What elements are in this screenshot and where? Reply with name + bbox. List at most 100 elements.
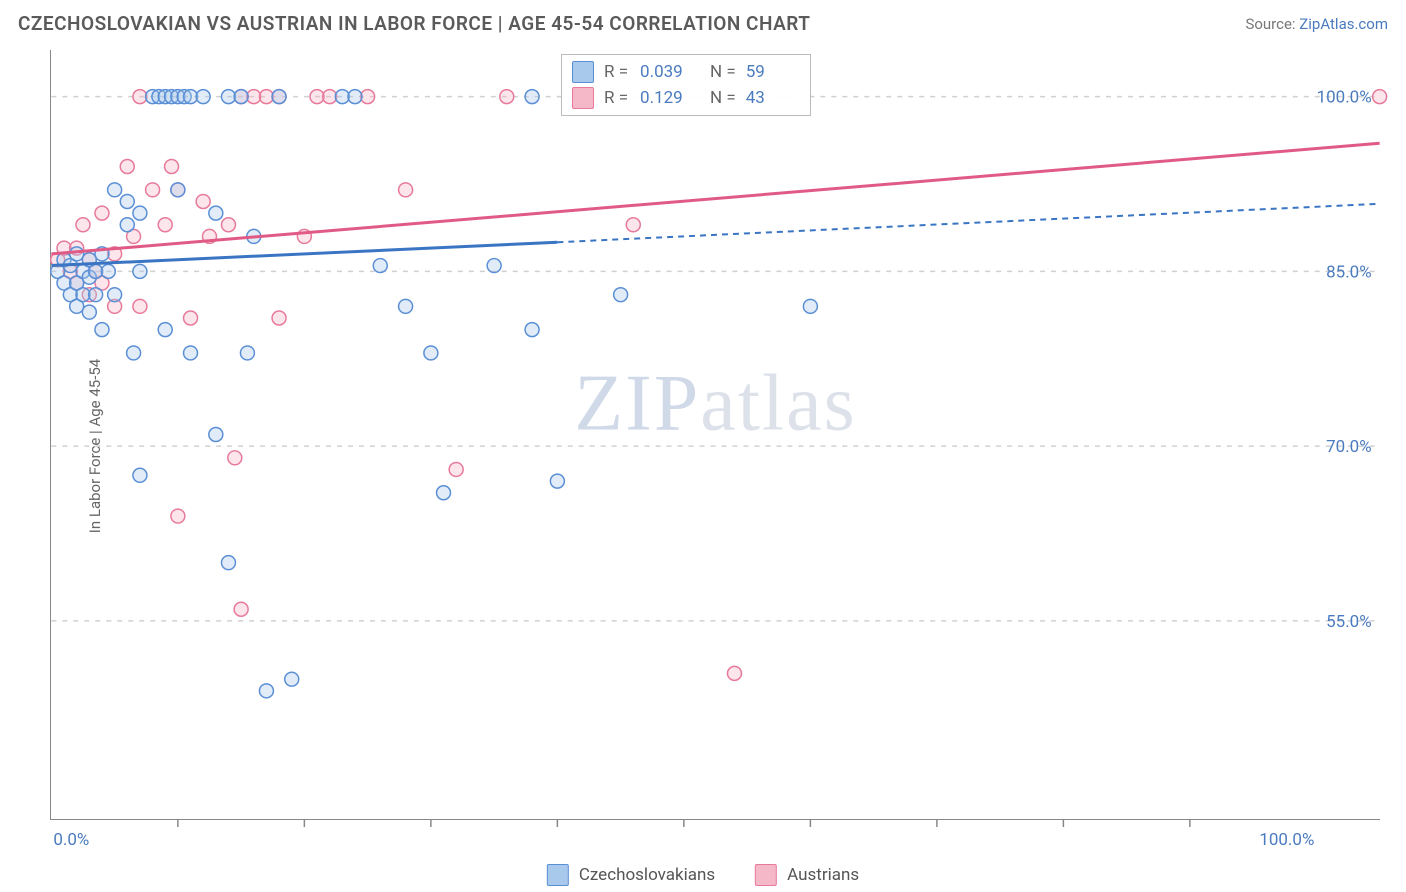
data-point [361,90,375,104]
r-label: R = [604,88,628,108]
y-tick-label: 55.0% [1326,612,1372,632]
data-point [323,90,337,104]
data-point [158,323,172,337]
chart-container: CZECHOSLOVAKIAN VS AUSTRIAN IN LABOR FOR… [0,0,1406,892]
legend-swatch-austrian [572,87,594,109]
legend-stats: R = 0.039 N = 59 R = 0.129 N = 43 [561,54,811,116]
data-point [196,194,210,208]
data-point [196,90,210,104]
y-tick-label: 100.0% [1317,88,1372,108]
data-point [234,602,248,616]
r-value-austrian: 0.129 [640,88,690,108]
data-point [133,206,147,220]
legend-stats-row-austrian: R = 0.129 N = 43 [572,85,796,111]
data-point [89,264,103,278]
legend-swatch-austrian-icon [755,864,777,886]
data-point [184,346,198,360]
data-point [310,90,324,104]
data-point [82,305,96,319]
data-point [108,288,122,302]
data-point [272,311,286,325]
y-tick-label: 85.0% [1326,262,1372,282]
n-label: N = [710,62,736,82]
header: CZECHOSLOVAKIAN VS AUSTRIAN IN LABOR FOR… [18,12,1388,35]
source-prefix: Source: [1245,15,1299,33]
data-point [285,672,299,686]
data-point [133,299,147,313]
x-tick-label: 0.0% [53,830,89,850]
trend-line [51,242,557,265]
data-point [120,194,134,208]
data-point [259,90,273,104]
data-point [550,474,564,488]
chart-title: CZECHOSLOVAKIAN VS AUSTRIAN IN LABOR FOR… [18,12,810,35]
data-point [221,218,235,232]
data-point [221,556,235,570]
y-tick-label: 70.0% [1326,437,1372,457]
data-point [95,323,109,337]
plot-area: ZIPatlas 55.0%70.0%85.0%100.0%0.0%100.0%… [50,50,1380,820]
x-tick-label: 100.0% [1259,830,1314,850]
data-point [247,90,261,104]
legend-swatch-czech [572,61,594,83]
legend-item-austrian: Austrians [755,864,859,886]
data-point [95,206,109,220]
data-point [184,311,198,325]
legend-stats-row-czech: R = 0.039 N = 59 [572,59,796,85]
trend-line [51,143,1379,254]
data-point [259,684,273,698]
trend-line-extrapolated [557,204,1379,242]
data-point [525,323,539,337]
data-point [101,264,115,278]
legend-item-czech: Czechoslovakians [547,864,715,886]
data-point [272,90,286,104]
data-point [165,160,179,174]
data-point [234,90,248,104]
data-point [525,90,539,104]
data-point [108,183,122,197]
r-value-czech: 0.039 [640,62,690,82]
data-point [803,299,817,313]
n-value-austrian: 43 [746,88,796,108]
data-point [76,288,90,302]
data-point [373,259,387,273]
data-point [335,90,349,104]
legend-label-austrian: Austrians [787,865,859,885]
data-point [614,288,628,302]
data-point [626,218,640,232]
data-point [500,90,514,104]
data-point [127,346,141,360]
plot-svg: 55.0%70.0%85.0%100.0%0.0%100.0% [51,50,1380,819]
legend-label-czech: Czechoslovakians [579,865,715,885]
data-point [449,462,463,476]
data-point [120,160,134,174]
data-point [76,218,90,232]
source-link[interactable]: ZipAtlas.com [1299,15,1388,33]
data-point [221,90,235,104]
data-point [399,183,413,197]
data-point [133,264,147,278]
data-point [399,299,413,313]
data-point [171,509,185,523]
data-point [348,90,362,104]
r-label: R = [604,62,628,82]
data-point [133,90,147,104]
data-point [171,183,185,197]
data-point [158,218,172,232]
data-point [437,486,451,500]
legend-series: Czechoslovakians Austrians [547,864,859,886]
data-point [209,206,223,220]
data-point [120,218,134,232]
n-label: N = [710,88,736,108]
data-point [146,183,160,197]
data-point [70,247,84,261]
n-value-czech: 59 [746,62,796,82]
source-attribution: Source: ZipAtlas.com [1245,15,1388,33]
data-point [133,468,147,482]
data-point [487,259,501,273]
data-point [240,346,254,360]
data-point [228,451,242,465]
data-point [424,346,438,360]
data-point [89,288,103,302]
data-point [727,666,741,680]
